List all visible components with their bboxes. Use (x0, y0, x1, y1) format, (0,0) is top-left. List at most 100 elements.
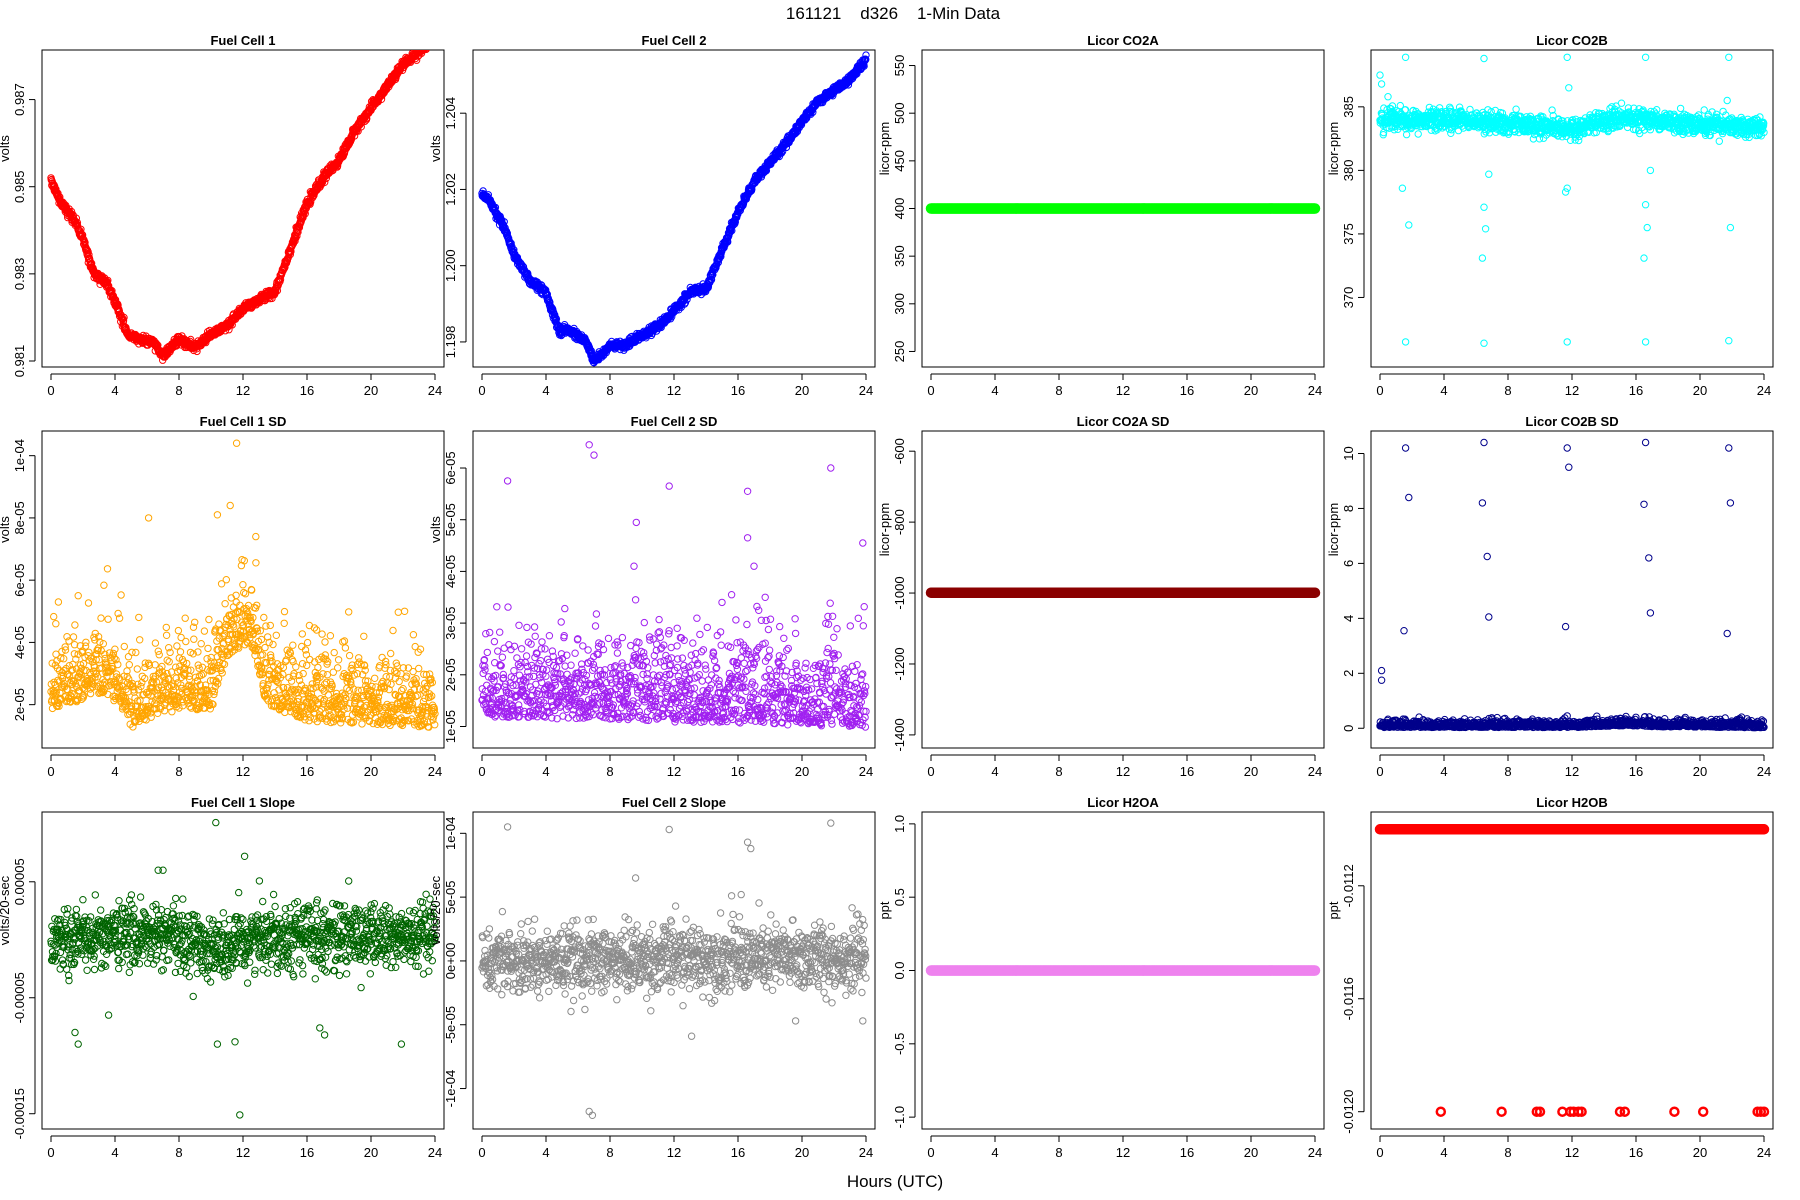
data-point (542, 286, 550, 294)
panel-title: Fuel Cell 2 (641, 33, 706, 48)
data-point (1478, 254, 1487, 262)
data-point (422, 50, 430, 53)
data-point (1617, 99, 1626, 107)
y-tick-label: 1e-04 (12, 439, 27, 472)
data-point (71, 621, 79, 629)
x-tick-label: 0 (47, 764, 54, 779)
x-tick-label: 8 (175, 764, 182, 779)
x-tick-label: 24 (859, 383, 873, 398)
data-point (1559, 117, 1567, 125)
x-tick-label: 4 (1440, 383, 1447, 398)
data-point (1760, 119, 1768, 128)
data-point (1563, 53, 1571, 61)
data-point (1676, 104, 1685, 113)
data-point (519, 263, 528, 271)
data-point (1396, 101, 1405, 110)
points-layer (1376, 53, 1768, 347)
data-point (1646, 126, 1655, 134)
x-tick-label: 20 (1693, 383, 1707, 398)
data-point (1643, 223, 1651, 232)
data-point (1641, 201, 1650, 209)
data-point (1725, 337, 1733, 345)
data-point (1466, 105, 1474, 114)
x-tick-label: 4 (991, 383, 998, 398)
y-tick-label: 350 (892, 245, 907, 267)
data-point (421, 50, 424, 51)
data-point (430, 39, 436, 45)
data-point (70, 678, 78, 686)
x-tick-label: 24 (428, 383, 442, 398)
y-tick-label: 8e-05 (12, 501, 27, 534)
y-tick-label: 0.985 (12, 170, 27, 203)
data-point (778, 147, 787, 156)
data-point (429, 37, 435, 43)
data-point (424, 37, 430, 43)
data-point (426, 41, 432, 47)
data-point (425, 40, 431, 46)
data-point (109, 293, 118, 302)
data-point (422, 43, 428, 49)
data-point (1402, 130, 1411, 139)
data-point (1401, 338, 1410, 346)
plot-frame (41, 49, 445, 368)
data-point (61, 646, 70, 654)
data-point (1756, 113, 1764, 121)
data-point (1708, 108, 1716, 116)
data-point (75, 673, 83, 681)
x-tick-label: 12 (236, 383, 250, 398)
data-point (357, 123, 365, 131)
x-tick-label: 0 (478, 383, 485, 398)
data-point (427, 38, 433, 44)
x-tick-label: 20 (364, 383, 378, 398)
data-point (431, 35, 437, 41)
points-layer (925, 203, 1321, 214)
data-point (60, 655, 68, 663)
data-point (115, 307, 124, 315)
data-point (1481, 225, 1490, 233)
panel-grid: Fuel Cell 10 4 8 12 16 20 240.9810.9830.9850.9… (0, 33, 1774, 1160)
data-point (69, 633, 78, 641)
data-point (76, 642, 85, 650)
data-point (425, 42, 431, 48)
chart-panel-p1: Fuel Cell 10 4 8 12 16 20 240.9810.9830.9850.9… (0, 33, 445, 398)
x-tick-label: 8 (1504, 383, 1511, 398)
data-point (52, 688, 60, 696)
y-tick-label: 1.198 (443, 326, 458, 359)
data-point (680, 300, 689, 308)
x-tick-label: 0 (47, 383, 54, 398)
data-point (518, 261, 526, 269)
data-point (120, 313, 128, 322)
data-point (1704, 110, 1713, 119)
points-layer (47, 34, 437, 364)
data-point (430, 34, 436, 40)
plot-frame (41, 430, 445, 749)
x-tick-label: 0 (927, 383, 934, 398)
data-point (1449, 108, 1457, 117)
data-point (1575, 136, 1583, 145)
data-point (80, 692, 88, 700)
data-point (1512, 105, 1520, 113)
data-point (53, 657, 61, 665)
data-point (424, 40, 430, 46)
data-point (422, 50, 428, 51)
y-tick-label: 450 (892, 150, 907, 172)
x-tick-label: 16 (300, 383, 314, 398)
x-tick-label: 12 (667, 383, 681, 398)
figure-title: 161121 d326 1-Min Data (786, 4, 1001, 23)
x-tick-label: 4 (111, 383, 118, 398)
data-point (1630, 104, 1638, 112)
data-point (307, 198, 315, 206)
data-point (1723, 96, 1731, 105)
panel-title: Licor CO2B (1536, 33, 1608, 48)
y-tick-label: 1.200 (443, 249, 458, 282)
x-tick-label: 24 (1308, 383, 1322, 398)
data-point (431, 37, 437, 43)
x-tick-label: 16 (731, 383, 745, 398)
data-point (420, 42, 426, 48)
data-point (1624, 104, 1633, 112)
data-point (50, 612, 58, 621)
data-point (1563, 184, 1571, 192)
data-point (707, 275, 715, 283)
data-point (273, 286, 282, 295)
